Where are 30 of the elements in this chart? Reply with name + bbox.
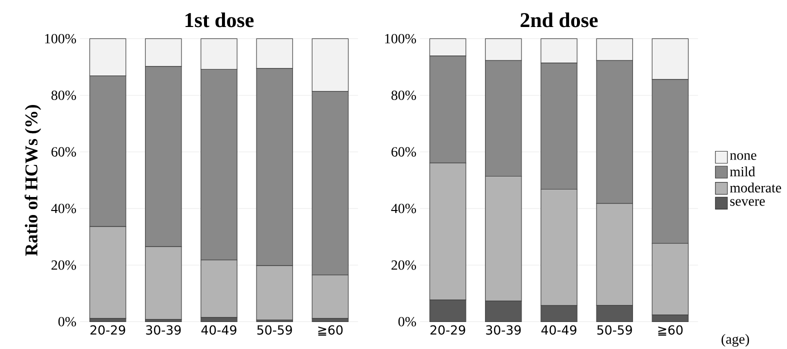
chart-title: 2nd dose bbox=[520, 12, 598, 28]
x-tick-label: 20-29 bbox=[430, 325, 466, 335]
x-tick-label: 40-49 bbox=[201, 325, 236, 335]
y-tick-label: 80% bbox=[391, 90, 416, 100]
y-tick-label: 20% bbox=[392, 260, 416, 270]
y-axis-title: Ratio of HCWs (%) bbox=[24, 105, 42, 256]
legend-label: moderate bbox=[730, 182, 782, 193]
y-tick-label: 100% bbox=[45, 34, 76, 44]
legend-label: none bbox=[730, 153, 756, 160]
y-tick-label: 100% bbox=[385, 34, 416, 44]
x-tick-label: ≧60 bbox=[318, 325, 343, 336]
x-tick-label: 20-29 bbox=[90, 325, 126, 335]
x-tick-label: 30-39 bbox=[146, 325, 181, 335]
y-tick-label: 60% bbox=[52, 147, 76, 157]
x-tick-label: 50-59 bbox=[597, 325, 632, 335]
y-tick-label: 0% bbox=[398, 316, 416, 326]
x-tick-label: ≧60 bbox=[658, 325, 683, 336]
x-tick-label: 40-49 bbox=[541, 325, 576, 335]
x-tick-label: 30-39 bbox=[486, 325, 521, 335]
text: (age) bbox=[722, 334, 750, 347]
y-tick-label: 0% bbox=[58, 316, 76, 326]
legend-label: severe bbox=[730, 199, 765, 206]
x-tick-label: 50-59 bbox=[257, 325, 292, 335]
chart-title: 1st dose bbox=[186, 12, 254, 28]
y-tick-label: 40% bbox=[391, 204, 416, 214]
y-tick-label: 80% bbox=[51, 90, 76, 100]
legend-label: mild bbox=[730, 166, 756, 176]
y-tick-label: 40% bbox=[51, 204, 76, 214]
y-tick-label: 20% bbox=[52, 260, 76, 270]
y-tick-label: 60% bbox=[392, 147, 416, 157]
